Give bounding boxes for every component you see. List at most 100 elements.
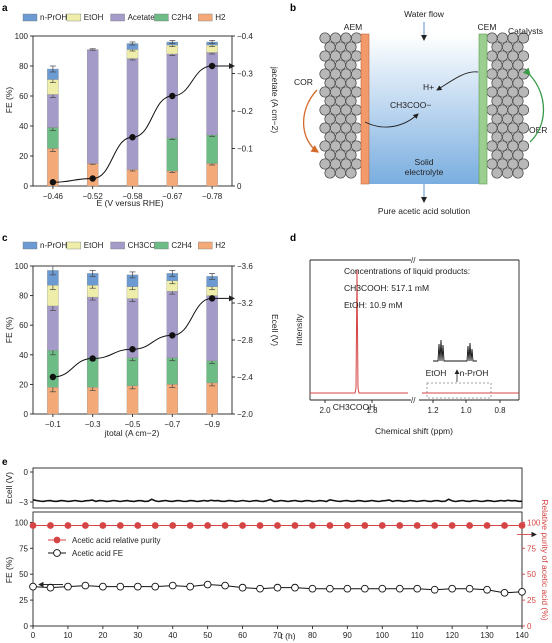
bar-segment	[166, 384, 179, 415]
top-y-tick-label: −3	[19, 498, 29, 507]
bar-segment	[47, 350, 59, 388]
y2-data-point	[208, 62, 216, 70]
legend-swatch	[22, 241, 38, 250]
y2-tick-label: 0	[237, 182, 242, 191]
bar-segment	[86, 163, 99, 187]
panel-e-xlabel: t (h)	[280, 631, 295, 641]
fe-point	[46, 583, 55, 592]
y-tick-label: 80	[19, 62, 28, 71]
legend-swatch	[22, 13, 38, 22]
x-tick-label: 0.8	[494, 406, 506, 415]
y2-data-point	[208, 295, 216, 302]
panel-c-ylabel: FE (%)	[4, 317, 14, 344]
nmr-trace-left	[310, 269, 408, 394]
x-tick-label: −0.67	[162, 192, 183, 201]
fe-point	[343, 584, 352, 593]
electrolyte-label-2: electrolyte	[405, 167, 444, 177]
catalyst-particle	[350, 140, 363, 152]
purity-point	[466, 522, 474, 529]
y-tick-label: 0	[24, 182, 29, 191]
top-y-tick-label: 0	[24, 468, 29, 477]
catalyst-particle	[517, 122, 530, 134]
ecell-trace	[32, 498, 523, 503]
x-tick-label: −0.1	[45, 420, 61, 429]
purity-point	[239, 522, 246, 529]
catalyst-particle	[350, 158, 363, 170]
y2-tick-label: −2.4	[237, 373, 253, 382]
bar-segment	[86, 387, 99, 415]
x-tick-label: −0.9	[204, 420, 220, 429]
catalyst-particle	[345, 95, 357, 107]
purity-point	[431, 522, 439, 529]
y-tick-label: 60	[19, 92, 28, 101]
x-tick-label: 100	[376, 631, 390, 640]
purity-point	[204, 522, 212, 529]
x-tick-label: 60	[238, 631, 247, 640]
y2-tick-label: 0	[527, 622, 532, 631]
nmr-inset-trace	[433, 339, 477, 362]
panel-c-chart: n-PrOH EtOH CH3COOH C2H4 H2 FE (%) Ecell (V)…	[4, 241, 280, 438]
fe-point	[308, 584, 317, 593]
legend-label: n-PrOH	[40, 13, 67, 22]
panel-letter-e: e	[2, 457, 8, 468]
nmr-annotation-title: Concentrations of liquid products:	[344, 266, 470, 276]
catalyst-particle	[334, 167, 347, 179]
fe-point	[360, 584, 369, 593]
y-tick-label: 50	[19, 570, 28, 579]
bar-segment	[126, 169, 139, 187]
y2-tick-label: 50	[527, 570, 536, 579]
legend-label: H2	[215, 241, 226, 250]
catalyst-particle	[501, 167, 514, 179]
panel-d-spectrum: // // Concentrations of liquid products:…	[294, 256, 520, 436]
panel-letter-a: a	[2, 3, 8, 14]
y2-data-point	[49, 179, 57, 186]
x-tick-label: −0.5	[125, 420, 141, 429]
panel-letter-c: c	[2, 233, 8, 244]
legend-swatch	[110, 241, 125, 250]
y2-tick-label: −3.2	[237, 299, 253, 308]
bar-segment	[126, 58, 139, 170]
x-tick-label: 10	[63, 631, 72, 640]
panel-c-legend: n-PrOH EtOH CH3COOH C2H4 H2	[22, 241, 226, 250]
y-tick-label: 100	[15, 518, 29, 527]
y2-tick-label: −2.0	[237, 410, 253, 419]
fe-point	[203, 580, 212, 589]
panel-e-legend: Acetic acid relative purity Acetic acid F…	[48, 536, 160, 558]
y2-data-point	[49, 373, 57, 381]
fe-point	[518, 587, 526, 596]
x-tick-label: −0.3	[85, 420, 101, 429]
x-tick-label: 70	[273, 631, 282, 640]
catalyst-particle	[512, 131, 524, 143]
panel-a-ylabel: FE (%)	[4, 87, 14, 114]
legend-swatch	[66, 13, 82, 22]
x-tick-label: 120	[445, 631, 459, 640]
catalyst-particle	[345, 167, 357, 179]
fe-point	[291, 583, 299, 592]
legend-label: Acetate	[128, 13, 156, 22]
fe-point	[116, 582, 125, 591]
fe-point	[413, 584, 422, 593]
legend-swatch	[154, 13, 169, 22]
y2-tick-label: 25	[527, 596, 536, 605]
hplus-arrow	[436, 71, 479, 91]
x-tick-label: −0.78	[202, 192, 223, 201]
y-tick-label: 25	[19, 596, 28, 605]
fe-point	[221, 581, 229, 590]
panel-d-xlabel: Chemical shift (ppm)	[375, 426, 453, 436]
fe-point	[256, 584, 264, 593]
purity-point	[518, 522, 526, 529]
catalyst-particle	[512, 59, 524, 71]
catalyst-particle	[517, 32, 530, 44]
catalyst-particle	[345, 59, 357, 71]
panel-c-xlabel: jtotal (A cm−2)	[104, 428, 160, 438]
fe-point	[133, 582, 142, 591]
x-tick-label: 1.0	[460, 406, 472, 415]
purity-point	[47, 522, 54, 529]
legend-label: C2H4	[171, 13, 192, 22]
catalyst-particle	[491, 167, 503, 179]
catalyst-particle	[512, 41, 524, 53]
y-tick-label: 60	[19, 321, 28, 330]
acetate-ion-label: CH3COO−	[390, 100, 431, 110]
bar-segment	[206, 382, 218, 415]
purity-point	[343, 522, 351, 529]
